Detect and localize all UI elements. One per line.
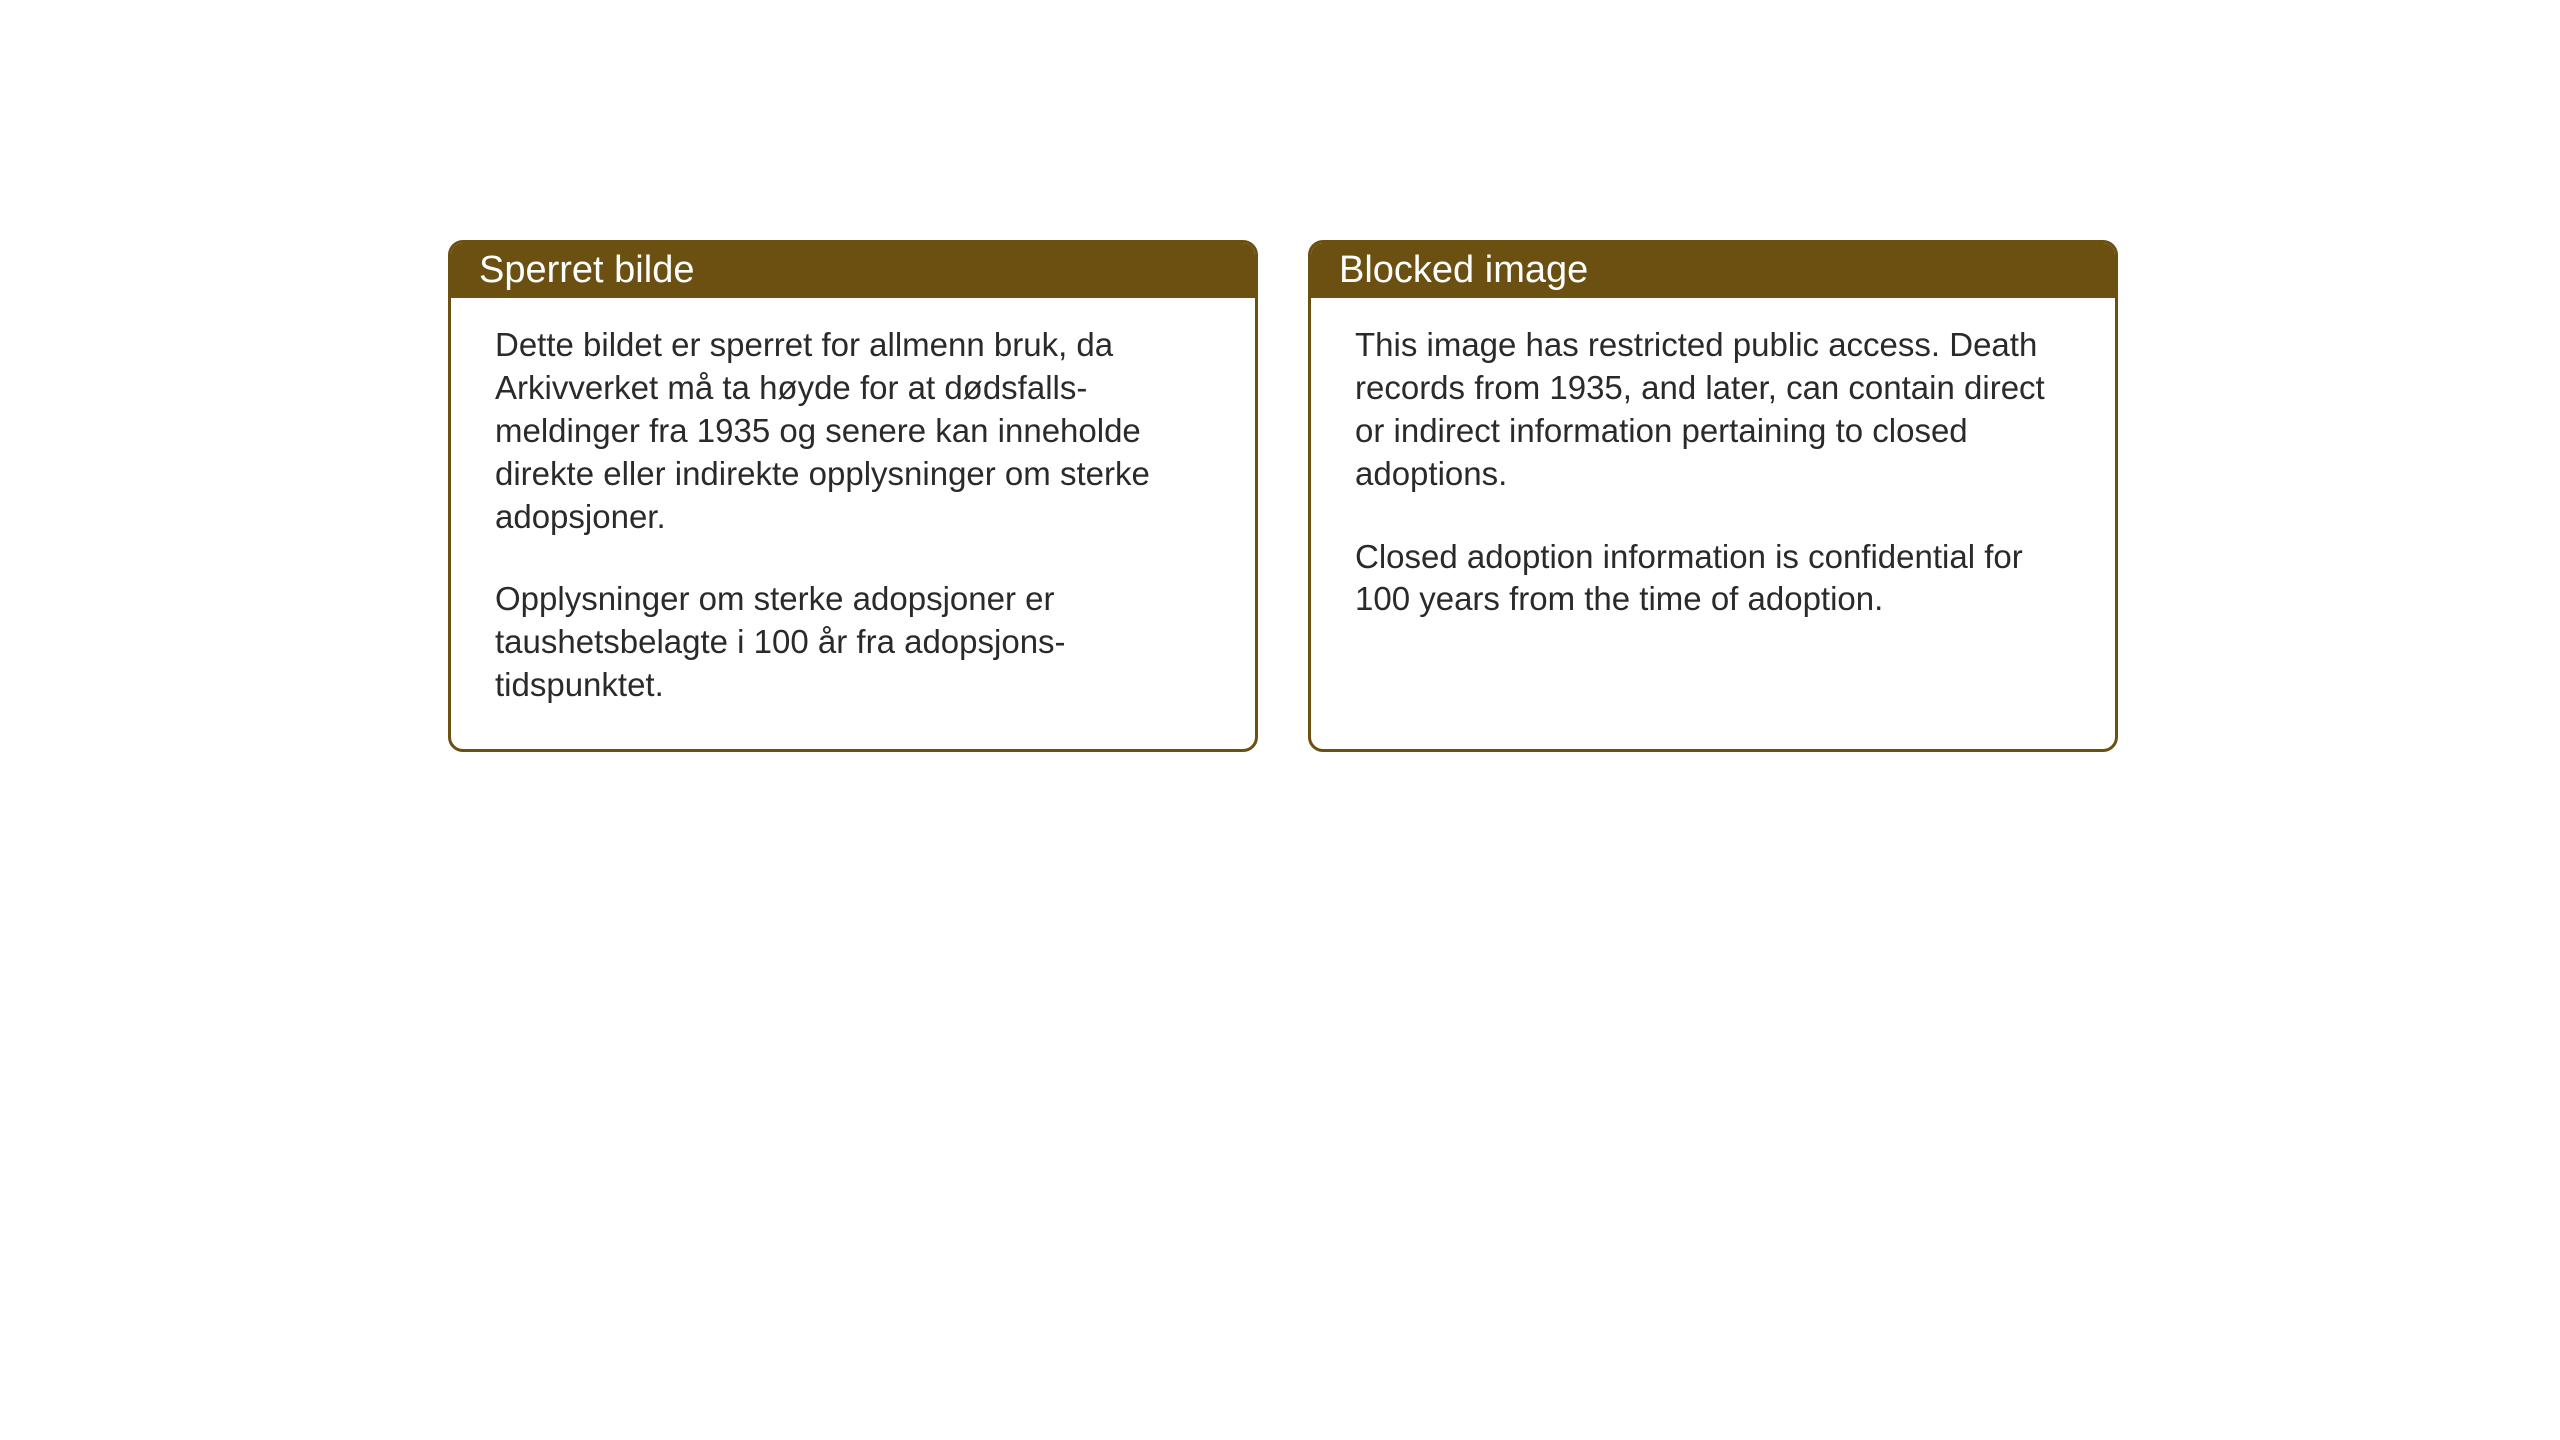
norwegian-notice-card: Sperret bilde Dette bildet er sperret fo… xyxy=(448,240,1258,752)
norwegian-paragraph-2: Opplysninger om sterke adopsjoner er tau… xyxy=(495,578,1211,707)
norwegian-paragraph-1: Dette bildet er sperret for allmenn bruk… xyxy=(495,324,1211,538)
english-paragraph-1: This image has restricted public access.… xyxy=(1355,324,2071,496)
english-card-body: This image has restricted public access.… xyxy=(1311,298,2115,657)
norwegian-card-body: Dette bildet er sperret for allmenn bruk… xyxy=(451,298,1255,743)
notice-cards-container: Sperret bilde Dette bildet er sperret fo… xyxy=(448,240,2560,752)
norwegian-card-title: Sperret bilde xyxy=(451,243,1255,298)
english-paragraph-2: Closed adoption information is confident… xyxy=(1355,536,2071,622)
english-card-title: Blocked image xyxy=(1311,243,2115,298)
english-notice-card: Blocked image This image has restricted … xyxy=(1308,240,2118,752)
